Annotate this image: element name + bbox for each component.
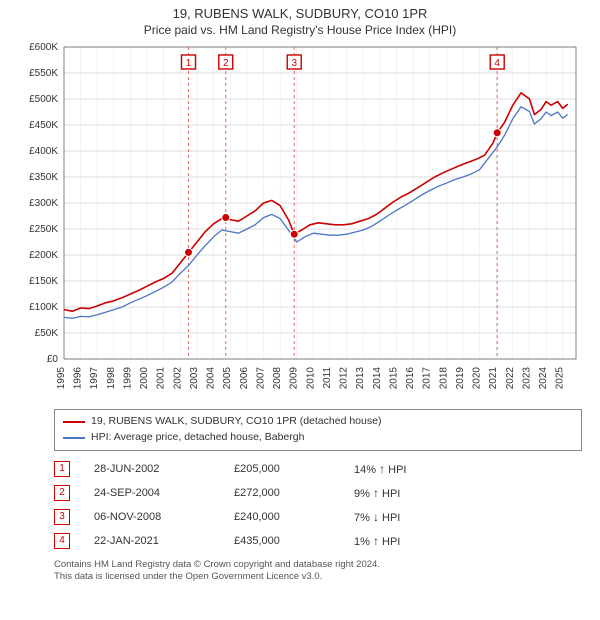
- event-point: [185, 248, 193, 256]
- transaction-date: 24-SEP-2004: [94, 487, 234, 499]
- transaction-row: 4 22-JAN-2021£435,0001% ↑ HPI: [54, 529, 582, 553]
- x-tick-label: 2013: [355, 367, 366, 390]
- transaction-marker: 4: [54, 533, 70, 549]
- event-marker-num: 4: [494, 58, 500, 69]
- footer-line2: This data is licensed under the Open Gov…: [54, 571, 582, 584]
- y-tick-label: £200K: [29, 250, 58, 261]
- x-tick-label: 2006: [239, 367, 250, 390]
- event-marker-num: 2: [223, 58, 229, 69]
- transaction-marker: 3: [54, 509, 70, 525]
- x-tick-label: 2020: [472, 367, 483, 390]
- x-tick-label: 2019: [455, 367, 466, 390]
- x-tick-label: 2014: [372, 367, 383, 390]
- legend-row: 19, RUBENS WALK, SUDBURY, CO10 1PR (deta…: [63, 414, 573, 430]
- x-tick-label: 1995: [56, 367, 67, 390]
- chart-area: £0 £50K £100K £150K £200K £250K £300K £350K £400…: [10, 41, 590, 401]
- y-tick-label: £500K: [29, 94, 58, 105]
- legend-row: HPI: Average price, detached house, Babe…: [63, 430, 573, 446]
- series-hpi: [64, 107, 568, 319]
- event-point: [222, 214, 230, 222]
- transaction-row: 3 06-NOV-2008£240,0007% ↓ HPI: [54, 505, 582, 529]
- page-title: 19, RUBENS WALK, SUDBURY, CO10 1PR: [0, 6, 600, 21]
- page: 19, RUBENS WALK, SUDBURY, CO10 1PR Price…: [0, 6, 600, 584]
- x-tick-label: 2016: [405, 367, 416, 390]
- y-tick-label: £550K: [29, 68, 58, 79]
- x-tick-label: 2018: [438, 367, 449, 390]
- legend-swatch: [63, 437, 85, 439]
- y-tick-label: £100K: [29, 302, 58, 313]
- legend: 19, RUBENS WALK, SUDBURY, CO10 1PR (deta…: [54, 409, 582, 451]
- x-tick-label: 2015: [388, 367, 399, 390]
- arrow-up-icon: ↑: [379, 462, 385, 476]
- y-tick-label: £50K: [35, 328, 59, 339]
- x-tick-label: 2003: [189, 367, 200, 390]
- x-tick-label: 2001: [156, 367, 167, 390]
- x-tick-label: 2009: [289, 367, 300, 390]
- transaction-marker: 1: [54, 461, 70, 477]
- x-tick-label: 2023: [521, 367, 532, 390]
- y-tick-label: £350K: [29, 172, 58, 183]
- event-point: [290, 230, 298, 238]
- y-tick-label: £600K: [29, 42, 58, 53]
- transaction-date: 22-JAN-2021: [94, 535, 234, 547]
- transaction-price: £435,000: [234, 535, 354, 547]
- footer-attribution: Contains HM Land Registry data © Crown c…: [54, 559, 582, 585]
- transaction-date: 06-NOV-2008: [94, 511, 234, 523]
- event-marker-num: 1: [186, 58, 192, 69]
- legend-swatch: [63, 421, 85, 423]
- transaction-delta: 14% ↑ HPI: [354, 462, 474, 476]
- x-tick-label: 2011: [322, 367, 333, 389]
- event-marker-num: 3: [291, 58, 297, 69]
- y-tick-label: £400K: [29, 146, 58, 157]
- x-tick-label: 2004: [206, 367, 217, 390]
- transaction-marker: 2: [54, 485, 70, 501]
- transaction-price: £205,000: [234, 463, 354, 475]
- footer-line1: Contains HM Land Registry data © Crown c…: [54, 559, 582, 572]
- legend-label: HPI: Average price, detached house, Babe…: [91, 430, 304, 446]
- arrow-up-icon: ↑: [373, 486, 379, 500]
- x-tick-label: 2024: [538, 367, 549, 390]
- x-tick-label: 1997: [89, 367, 100, 390]
- y-tick-label: £150K: [29, 276, 58, 287]
- x-tick-label: 2008: [272, 367, 283, 390]
- transactions-table: 1 28-JUN-2002£205,00014% ↑ HPI 2 24-SEP-200…: [54, 457, 582, 553]
- transaction-row: 2 24-SEP-2004£272,0009% ↑ HPI: [54, 481, 582, 505]
- transaction-delta: 7% ↓ HPI: [354, 510, 474, 524]
- x-tick-label: 2005: [222, 367, 233, 390]
- x-tick-label: 2025: [555, 367, 566, 390]
- arrow-down-icon: ↓: [373, 510, 379, 524]
- transaction-delta: 9% ↑ HPI: [354, 486, 474, 500]
- arrow-up-icon: ↑: [373, 534, 379, 548]
- transaction-date: 28-JUN-2002: [94, 463, 234, 475]
- line-chart: £0 £50K £100K £150K £200K £250K £300K £350K £400…: [10, 41, 590, 401]
- x-tick-label: 2017: [422, 367, 433, 390]
- transaction-delta: 1% ↑ HPI: [354, 534, 474, 548]
- x-tick-label: 2012: [339, 367, 350, 390]
- y-tick-label: £450K: [29, 120, 58, 131]
- x-tick-label: 1999: [122, 367, 133, 390]
- page-subtitle: Price paid vs. HM Land Registry's House …: [0, 23, 600, 37]
- series-property: [64, 93, 568, 311]
- transaction-price: £240,000: [234, 511, 354, 523]
- x-tick-label: 2000: [139, 367, 150, 390]
- y-tick-label: £300K: [29, 198, 58, 209]
- y-tick-label: £0: [47, 354, 59, 365]
- y-tick-label: £250K: [29, 224, 58, 235]
- event-point: [493, 129, 501, 137]
- x-tick-label: 1996: [73, 367, 84, 390]
- legend-label: 19, RUBENS WALK, SUDBURY, CO10 1PR (deta…: [91, 414, 381, 430]
- x-tick-label: 2010: [305, 367, 316, 390]
- x-tick-label: 1998: [106, 367, 117, 390]
- transaction-price: £272,000: [234, 487, 354, 499]
- x-tick-label: 2007: [255, 367, 266, 390]
- x-tick-label: 2021: [488, 367, 499, 390]
- transaction-row: 1 28-JUN-2002£205,00014% ↑ HPI: [54, 457, 582, 481]
- x-tick-label: 2022: [505, 367, 516, 390]
- x-tick-label: 2002: [172, 367, 183, 390]
